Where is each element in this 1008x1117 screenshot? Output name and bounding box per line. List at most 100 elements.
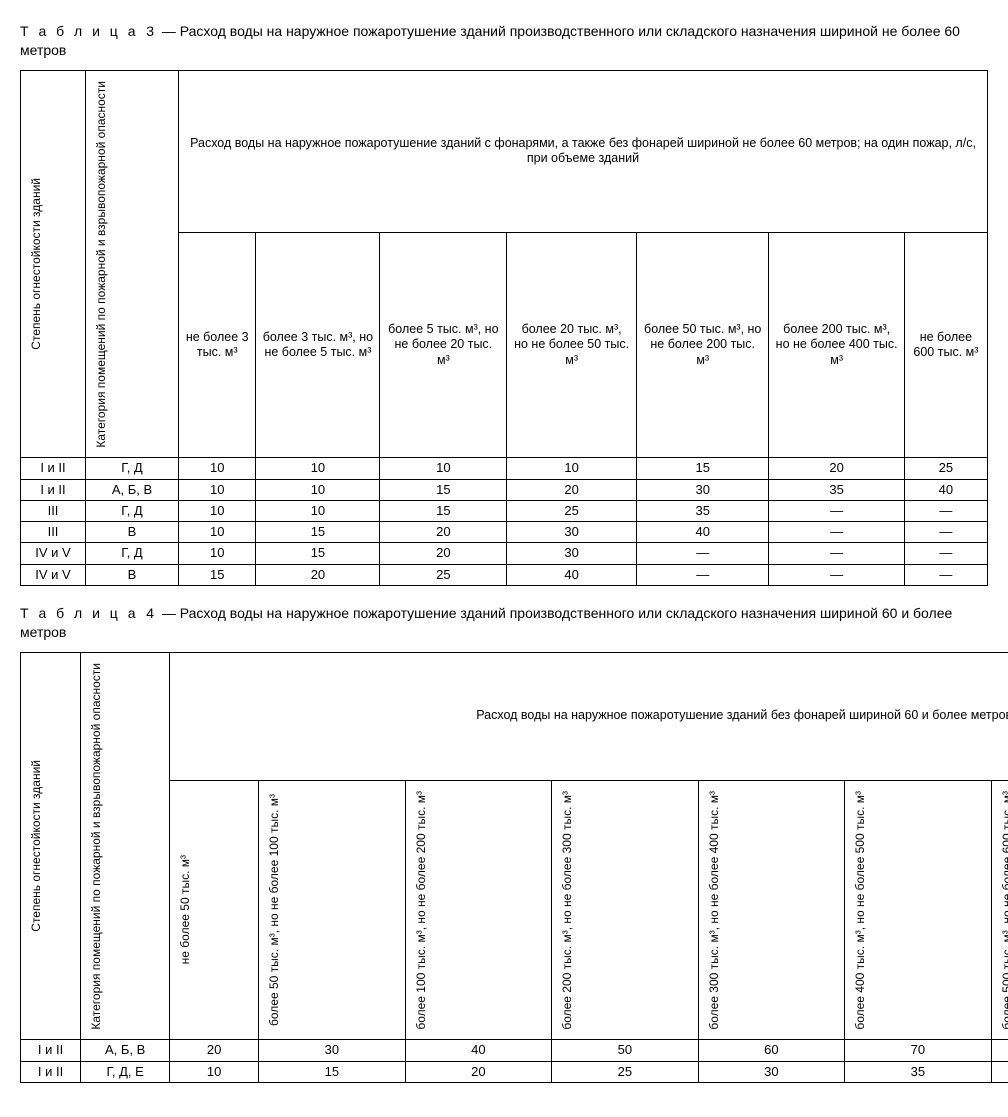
table3-caption-prefix: Т а б л и ц а: [20, 23, 139, 39]
cell: 15: [256, 543, 380, 564]
cell: I и II: [21, 1040, 81, 1061]
cell: 20: [507, 479, 637, 500]
cell: 10: [170, 1061, 259, 1082]
cell: —: [904, 522, 987, 543]
table-row: III Г, Д 10 10 15 25 35 — —: [21, 500, 988, 521]
cell: —: [904, 543, 987, 564]
cell: 20: [256, 564, 380, 585]
cell: 40: [904, 479, 987, 500]
table4-caption: Т а б л и ц а 4 — Расход воды на наружно…: [20, 604, 988, 642]
cell: 20: [380, 543, 507, 564]
cell: 10: [179, 522, 256, 543]
cell: 40: [991, 1061, 1008, 1082]
cell: Г, Д: [86, 543, 179, 564]
table4-caption-prefix: Т а б л и ц а: [20, 605, 139, 621]
cell: В: [86, 564, 179, 585]
cell: —: [769, 522, 904, 543]
t4-subhead: более 400 тыс. м³, но не более 500 тыс. …: [845, 780, 992, 1040]
cell: 35: [636, 500, 769, 521]
t3-subhead: более 20 тыс. м³, но не более 50 тыс. м³: [507, 233, 637, 458]
table-row: IV и V Г, Д 10 15 20 30 — — —: [21, 543, 988, 564]
cell: III: [21, 500, 86, 521]
cell: 30: [698, 1061, 845, 1082]
cell: 20: [170, 1040, 259, 1061]
table-row: III В 10 15 20 30 40 — —: [21, 522, 988, 543]
cell: 25: [380, 564, 507, 585]
table4-caption-number: 4: [146, 605, 154, 621]
cell: 25: [552, 1061, 699, 1082]
table-row: I и II Г, Д, Е 10 15 20 25 30 35 40 45 5…: [21, 1061, 1008, 1082]
cell: 20: [769, 458, 904, 479]
cell: 10: [179, 479, 256, 500]
cell: 30: [636, 479, 769, 500]
cell: I и II: [21, 1061, 81, 1082]
cell: 70: [845, 1040, 992, 1061]
t4-col2-head: Категория помещений по пожарной и взрыво…: [81, 652, 170, 1040]
t3-supheader: Расход воды на наружное пожаротушение зд…: [179, 70, 988, 232]
cell: 40: [636, 522, 769, 543]
t4-subhead: более 50 тыс. м³, но не более 100 тыс. м…: [259, 780, 406, 1040]
cell: 10: [179, 458, 256, 479]
t4-subhead: более 200 тыс. м³, но не более 300 тыс. …: [552, 780, 699, 1040]
t3-subhead: не более 3 тыс. м³: [179, 233, 256, 458]
cell: В: [86, 522, 179, 543]
cell: А, Б, В: [81, 1040, 170, 1061]
cell: 15: [259, 1061, 406, 1082]
cell: —: [769, 500, 904, 521]
cell: 10: [256, 458, 380, 479]
t3-col1-head: Степень огнестойкости зданий: [21, 70, 86, 458]
cell: —: [769, 543, 904, 564]
cell: А, Б, В: [86, 479, 179, 500]
table-row: I и II А, Б, В 20 30 40 50 60 70 80 90 1…: [21, 1040, 1008, 1061]
cell: 30: [507, 543, 637, 564]
table-row: I и II А, Б, В 10 10 15 20 30 35 40: [21, 479, 988, 500]
cell: 10: [179, 500, 256, 521]
cell: 40: [507, 564, 637, 585]
cell: —: [769, 564, 904, 585]
cell: 15: [380, 500, 507, 521]
t4-col1-head: Степень огнестойкости зданий: [21, 652, 81, 1040]
cell: I и II: [21, 458, 86, 479]
cell: III: [21, 522, 86, 543]
table3-caption: Т а б л и ц а 3 — Расход воды на наружно…: [20, 22, 988, 60]
table4-caption-text: — Расход воды на наружное пожаротушение …: [20, 605, 952, 640]
cell: I и II: [21, 479, 86, 500]
t4-supheader: Расход воды на наружное пожаротушение зд…: [170, 652, 1008, 780]
cell: Г, Д: [86, 458, 179, 479]
t3-subhead: более 200 тыс. м³, но не более 400 тыс. …: [769, 233, 904, 458]
cell: —: [904, 564, 987, 585]
cell: IV и V: [21, 564, 86, 585]
cell: IV и V: [21, 543, 86, 564]
table-row: I и II Г, Д 10 10 10 10 15 20 25: [21, 458, 988, 479]
cell: —: [904, 500, 987, 521]
cell: 15: [179, 564, 256, 585]
cell: 10: [256, 500, 380, 521]
cell: 25: [507, 500, 637, 521]
t4-subhead: более 500 тыс. м³, но не более 600 тыс. …: [991, 780, 1008, 1040]
cell: 35: [845, 1061, 992, 1082]
cell: 35: [769, 479, 904, 500]
cell: Г, Д: [86, 500, 179, 521]
cell: 15: [636, 458, 769, 479]
table3-caption-number: 3: [146, 23, 154, 39]
cell: —: [636, 543, 769, 564]
t3-subhead: не более 600 тыс. м³: [904, 233, 987, 458]
t3-col2-head: Категория помещений по пожарной и взрыво…: [86, 70, 179, 458]
cell: 25: [904, 458, 987, 479]
cell: 30: [507, 522, 637, 543]
cell: Г, Д, Е: [81, 1061, 170, 1082]
cell: 10: [179, 543, 256, 564]
cell: 10: [256, 479, 380, 500]
cell: 20: [405, 1061, 552, 1082]
t3-subhead: более 5 тыс. м³, но не более 20 тыс. м³: [380, 233, 507, 458]
t3-subhead: более 3 тыс. м³, но не более 5 тыс. м³: [256, 233, 380, 458]
table3: Степень огнестойкости зданий Категория п…: [20, 70, 988, 586]
cell: 20: [380, 522, 507, 543]
cell: 10: [507, 458, 637, 479]
table3-caption-text: — Расход воды на наружное пожаротушение …: [20, 23, 960, 58]
t4-subhead: более 100 тыс. м³, но не более 200 тыс. …: [405, 780, 552, 1040]
t3-subhead: более 50 тыс. м³, но не более 200 тыс. м…: [636, 233, 769, 458]
t4-subhead: не более 50 тыс. м³: [170, 780, 259, 1040]
cell: 50: [552, 1040, 699, 1061]
cell: 60: [698, 1040, 845, 1061]
